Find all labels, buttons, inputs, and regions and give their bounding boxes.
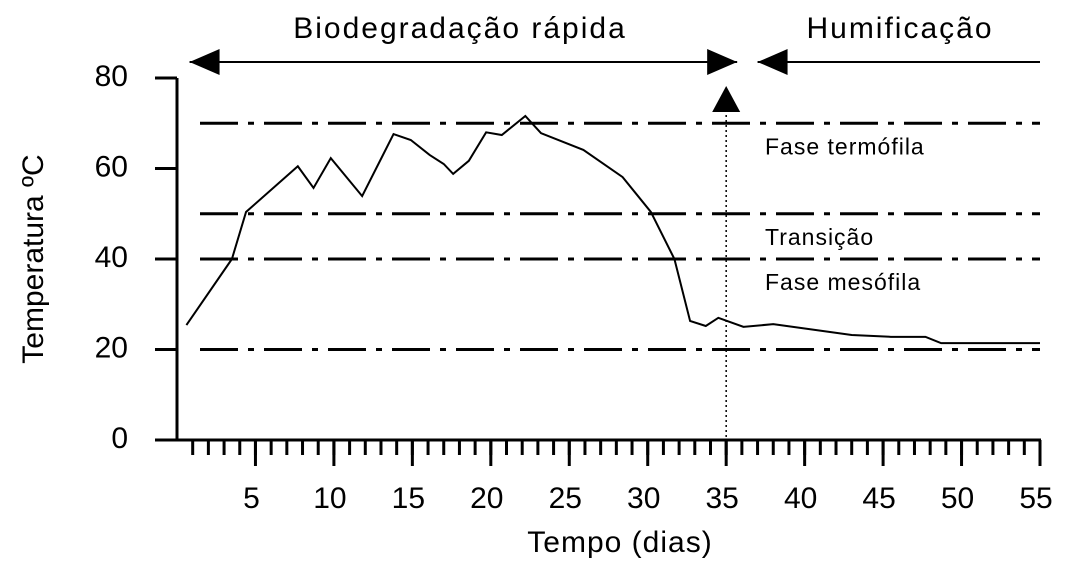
x-tick-label: 25 — [549, 482, 582, 515]
arrowhead — [707, 49, 738, 75]
zone-label: Fase mesófila — [765, 269, 921, 295]
y-tick-label: 20 — [95, 331, 128, 364]
x-tick-label: 35 — [705, 482, 738, 515]
y-tick-label: 80 — [95, 60, 128, 93]
y-tick-label: 0 — [111, 422, 128, 455]
phase-label: Humificação — [806, 12, 993, 45]
x-tick-label: 45 — [862, 482, 895, 515]
x-tick-label: 5 — [243, 482, 260, 515]
zone-label: Transição — [765, 224, 874, 250]
x-tick-label: 20 — [470, 482, 503, 515]
x-tick-label: 55 — [1019, 482, 1052, 515]
y-axis-label: Temperatura ºC — [17, 154, 50, 363]
arrowhead — [757, 49, 788, 75]
x-tick-label: 40 — [784, 482, 817, 515]
vertical-arrowhead — [712, 86, 741, 112]
x-axis-label: Tempo (dias) — [527, 526, 712, 559]
x-tick-label: 50 — [941, 482, 974, 515]
x-tick-label: 30 — [627, 482, 660, 515]
y-tick-label: 60 — [95, 150, 128, 183]
y-tick-label: 40 — [95, 241, 128, 274]
phase-label: Biodegradação rápida — [293, 12, 627, 45]
zone-label: Fase termófila — [765, 133, 925, 159]
arrowhead — [189, 49, 220, 75]
x-tick-label: 15 — [392, 482, 425, 515]
x-tick-label: 10 — [313, 482, 346, 515]
temperature-line — [185, 114, 1040, 345]
